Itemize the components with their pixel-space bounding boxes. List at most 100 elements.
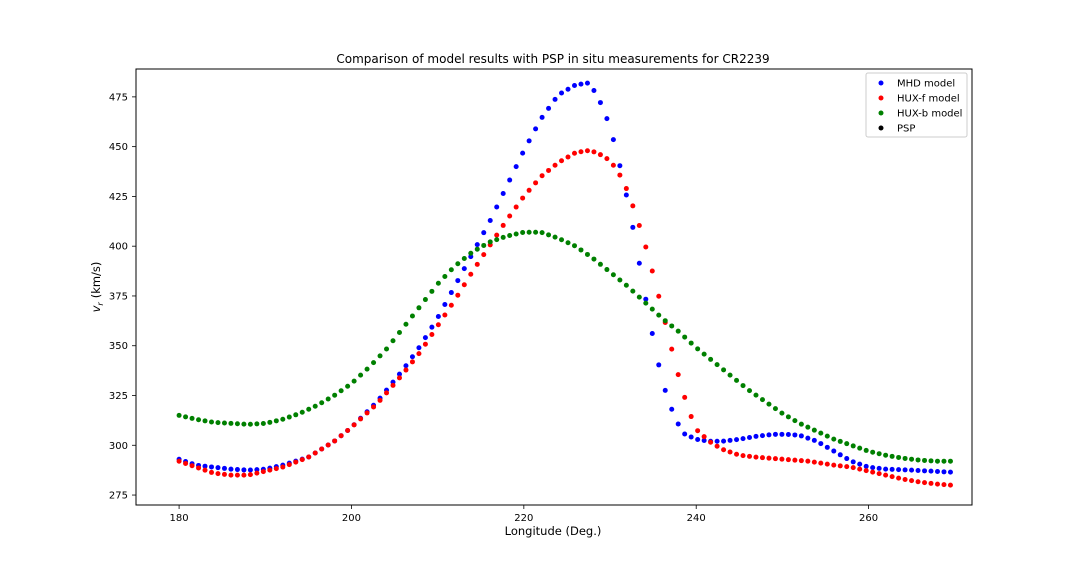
data-point-mhd-model (753, 433, 759, 439)
data-point-hux-f-model (422, 341, 428, 347)
data-point-hux-b-model (494, 237, 500, 243)
data-point-mhd-model (876, 465, 882, 471)
data-point-mhd-model (662, 387, 668, 393)
y-tick-label: 350 (109, 341, 128, 352)
data-point-mhd-model (202, 463, 208, 469)
x-tick-label: 220 (514, 513, 533, 524)
data-point-mhd-model (422, 335, 428, 341)
data-point-mhd-model (883, 466, 889, 472)
data-point-mhd-model (396, 371, 402, 377)
data-point-mhd-model (844, 456, 850, 462)
data-point-hux-f-model (591, 149, 597, 155)
data-point-mhd-model (896, 467, 902, 473)
data-point-hux-b-model (254, 421, 260, 427)
data-point-hux-b-model (364, 366, 370, 372)
data-point-hux-f-model (468, 271, 474, 277)
data-point-hux-b-model (384, 346, 390, 352)
data-point-mhd-model (831, 448, 837, 454)
y-tick-label: 450 (109, 142, 128, 153)
data-point-hux-f-model (896, 475, 902, 481)
data-point-hux-f-model (889, 474, 895, 480)
legend-marker-hux-b (878, 110, 884, 116)
data-point-hux-b-model (234, 421, 240, 427)
data-point-hux-b-model (260, 420, 266, 426)
data-point-hux-b-model (934, 458, 940, 464)
data-point-hux-b-model (474, 246, 480, 252)
data-point-hux-b-model (183, 414, 189, 420)
data-point-hux-b-model (584, 251, 590, 257)
data-point-hux-f-model (384, 390, 390, 396)
data-point-mhd-model (785, 431, 791, 437)
data-point-hux-f-model (280, 464, 286, 470)
data-point-mhd-model (727, 437, 733, 443)
data-point-hux-b-model (863, 447, 869, 453)
data-point-hux-f-model (299, 457, 305, 463)
data-point-mhd-model (818, 441, 824, 447)
data-point-hux-f-model (747, 453, 753, 459)
data-point-hux-b-model (293, 412, 299, 418)
data-point-hux-f-model (513, 204, 519, 210)
data-point-hux-f-model (675, 372, 681, 378)
data-point-mhd-model (409, 354, 415, 360)
data-point-mhd-model (643, 296, 649, 302)
data-point-mhd-model (209, 464, 214, 470)
data-point-hux-b-model (753, 392, 759, 398)
data-point-hux-b-model (358, 372, 364, 378)
data-point-mhd-model (474, 242, 480, 248)
data-point-hux-b-model (409, 313, 415, 319)
data-point-hux-b-model (792, 418, 798, 424)
data-point-mhd-model (792, 432, 798, 438)
data-point-hux-b-model (403, 321, 409, 327)
data-point-hux-f-model (377, 397, 383, 403)
data-point-hux-f-model (351, 422, 357, 428)
x-tick-label: 260 (859, 513, 878, 524)
legend-label-psp: PSP (897, 124, 915, 135)
data-point-hux-f-model (850, 465, 856, 471)
data-point-hux-f-model (578, 149, 584, 155)
data-point-hux-f-model (915, 479, 921, 485)
data-point-hux-b-model (656, 312, 662, 318)
data-point-hux-b-model (682, 334, 688, 340)
data-point-hux-f-model (293, 459, 299, 465)
data-point-hux-b-model (247, 421, 253, 427)
data-point-hux-b-model (241, 421, 247, 427)
data-point-hux-b-model (189, 415, 195, 421)
data-point-hux-b-model (377, 353, 383, 359)
data-point-mhd-model (442, 302, 448, 308)
data-point-mhd-model (669, 406, 675, 412)
data-point-mhd-model (429, 324, 435, 330)
data-point-hux-f-model (507, 213, 513, 219)
data-point-hux-b-model (280, 416, 286, 422)
data-point-hux-b-model (630, 288, 636, 294)
data-point-hux-f-model (617, 172, 623, 178)
data-point-hux-f-model (708, 439, 714, 445)
data-point-hux-f-model (934, 481, 940, 487)
data-point-mhd-model (649, 331, 655, 337)
legend-label-hux-f: HUX-f model (897, 94, 960, 105)
data-point-hux-b-model (779, 410, 785, 416)
data-point-hux-f-model (358, 416, 364, 422)
legend-label-mhd: MHD model (897, 79, 955, 90)
data-point-hux-f-model (811, 459, 817, 465)
data-point-hux-b-model (824, 433, 830, 439)
data-point-hux-b-model (844, 441, 850, 447)
data-point-mhd-model (234, 467, 240, 473)
data-point-hux-f-model (189, 463, 195, 469)
data-point-mhd-model (947, 469, 953, 475)
data-point-hux-f-model (234, 472, 240, 478)
data-point-mhd-model (734, 437, 740, 443)
data-point-hux-f-model (610, 162, 616, 168)
data-point-hux-f-model (371, 404, 377, 410)
data-point-hux-f-model (643, 244, 649, 250)
data-point-hux-f-model (740, 453, 746, 459)
data-point-hux-f-model (597, 152, 603, 158)
data-point-hux-f-model (396, 375, 402, 381)
data-point-hux-f-model (286, 462, 292, 468)
chart-title: Comparison of model results with PSP in … (336, 52, 769, 66)
data-point-hux-b-model (902, 455, 908, 461)
data-point-hux-f-model (837, 463, 843, 469)
data-point-hux-f-model (947, 482, 953, 488)
data-point-hux-f-model (623, 186, 629, 192)
legend: MHD model HUX-f model HUX-b model PSP (865, 72, 968, 138)
data-point-hux-f-model (759, 455, 765, 461)
